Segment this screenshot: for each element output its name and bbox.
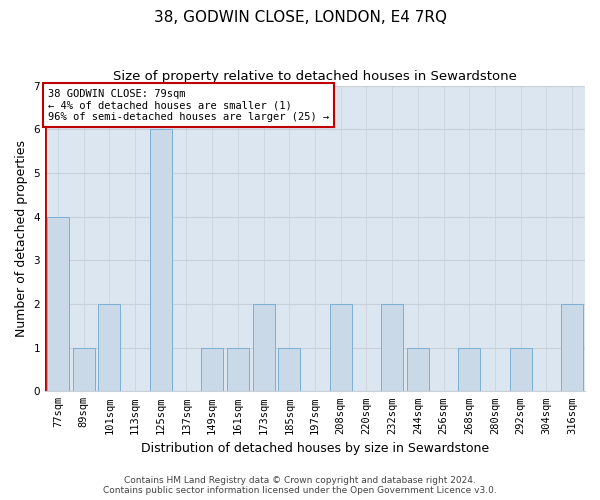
Bar [47,216,69,392]
Bar [150,129,172,392]
Bar [330,304,352,392]
Bar [458,348,480,392]
Bar [510,348,532,392]
Bar [381,304,403,392]
X-axis label: Distribution of detached houses by size in Sewardstone: Distribution of detached houses by size … [141,442,489,455]
Bar [201,348,223,392]
Y-axis label: Number of detached properties: Number of detached properties [15,140,28,337]
Text: Contains HM Land Registry data © Crown copyright and database right 2024.
Contai: Contains HM Land Registry data © Crown c… [103,476,497,495]
Bar [253,304,275,392]
Bar [73,348,95,392]
Bar [98,304,120,392]
Text: 38 GODWIN CLOSE: 79sqm
← 4% of detached houses are smaller (1)
96% of semi-detac: 38 GODWIN CLOSE: 79sqm ← 4% of detached … [48,88,329,122]
Bar [407,348,429,392]
Text: 38, GODWIN CLOSE, LONDON, E4 7RQ: 38, GODWIN CLOSE, LONDON, E4 7RQ [154,10,446,25]
Title: Size of property relative to detached houses in Sewardstone: Size of property relative to detached ho… [113,70,517,83]
Bar [561,304,583,392]
Bar [278,348,300,392]
Bar [227,348,249,392]
